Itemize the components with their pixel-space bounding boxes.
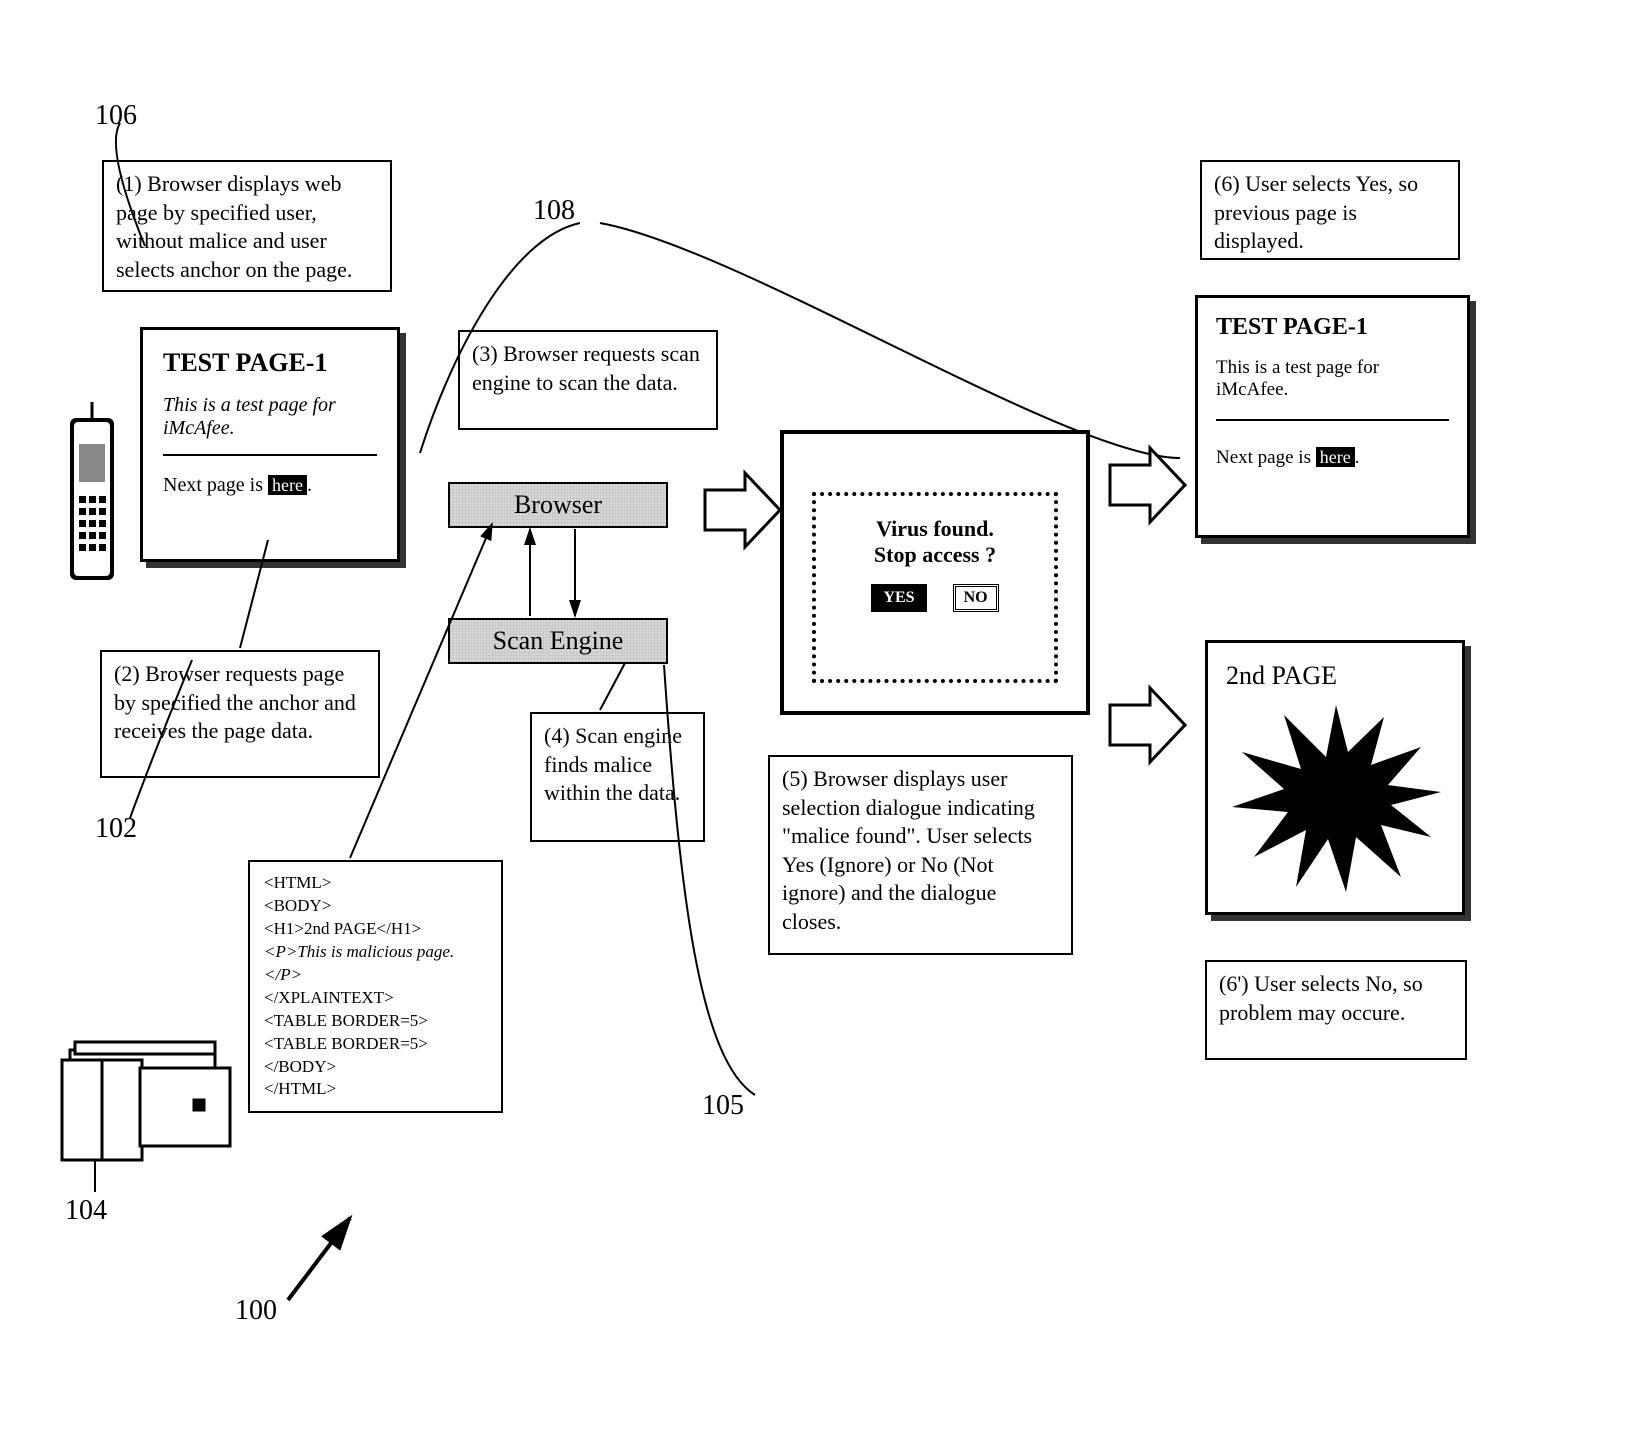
- connector-lines: [0, 0, 1652, 1434]
- mobile-phone-icon: [52, 400, 132, 600]
- server-icon: [40, 1020, 250, 1180]
